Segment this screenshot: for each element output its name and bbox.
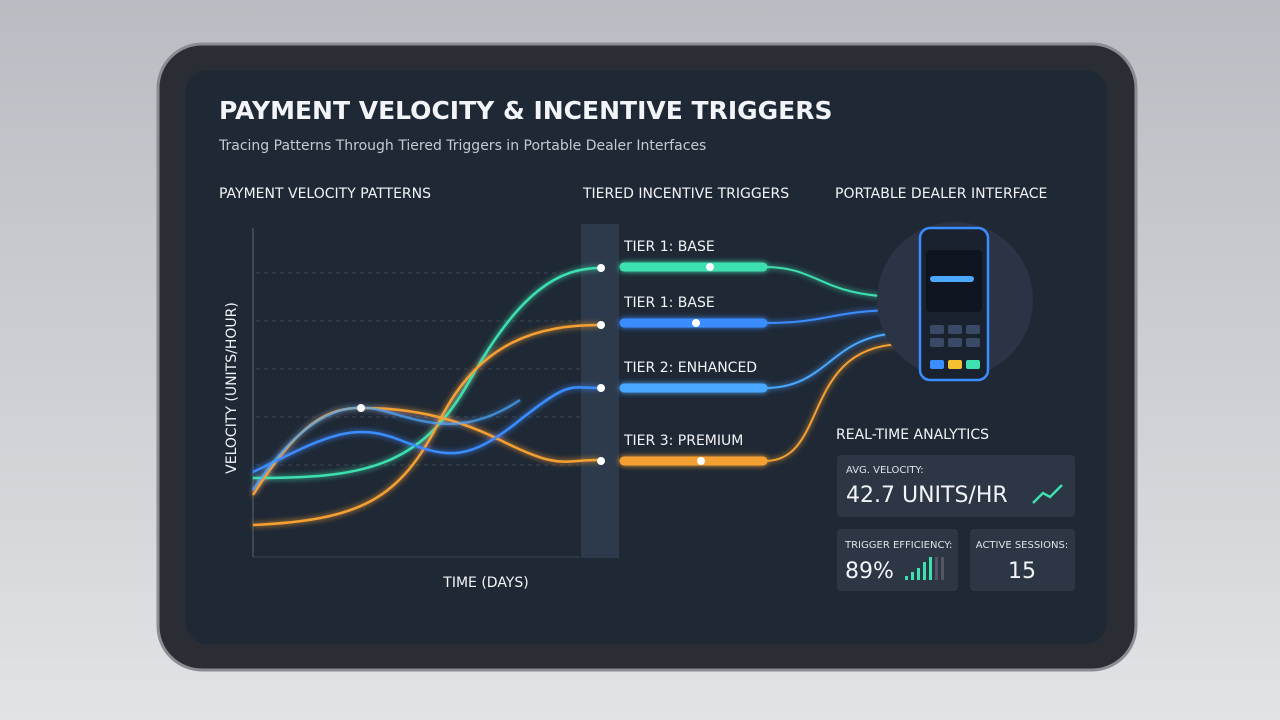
tier-label: TIER 3: PREMIUM	[623, 433, 743, 449]
tier-label: TIER 1: BASE	[623, 239, 715, 255]
card-label: TRIGGER EFFICIENCY:	[844, 540, 952, 551]
grid	[256, 272, 580, 466]
card-value: 15	[1008, 559, 1036, 584]
card-value: 42.7 UNITS/HR	[846, 483, 1008, 508]
subtitle: Tracing Patterns Through Tiered Triggers…	[218, 138, 706, 154]
tier-label: TIER 1: BASE	[623, 295, 715, 311]
point	[357, 404, 365, 412]
curves	[251, 266, 601, 527]
card-label: ACTIVE SESSIONS:	[976, 540, 1068, 551]
bar-icon	[905, 557, 944, 580]
tier-dots	[597, 263, 714, 465]
section-title: PORTABLE DEALER INTERFACE	[835, 186, 1047, 202]
analytics: REAL-TIME ANALYTICS AVG. VELOCITY: 42.7 …	[836, 427, 1075, 591]
chart: VELOCITY (UNITS/HOUR) TIME (DAYS)	[224, 224, 619, 591]
card-label: AVG. VELOCITY:	[846, 465, 924, 476]
device	[877, 222, 1033, 382]
card	[837, 455, 1075, 517]
card	[970, 529, 1075, 591]
card-value: 89%	[845, 559, 894, 584]
y-axis-label: VELOCITY (UNITS/HOUR)	[224, 302, 240, 474]
trend-icon	[1032, 484, 1063, 504]
section-title: PAYMENT VELOCITY PATTERNS	[219, 186, 431, 202]
tiers: TIER 1: BASE TIER 1: BASE TIER 2: ENHANC…	[597, 239, 906, 466]
x-axis-label: TIME (DAYS)	[442, 575, 528, 591]
card	[837, 529, 958, 591]
title: PAYMENT VELOCITY & INCENTIVE TRIGGERS	[219, 96, 833, 125]
section-title: TIERED INCENTIVE TRIGGERS	[582, 186, 789, 202]
section-title: REAL-TIME ANALYTICS	[836, 427, 989, 443]
tier-label: TIER 2: ENHANCED	[623, 360, 757, 376]
